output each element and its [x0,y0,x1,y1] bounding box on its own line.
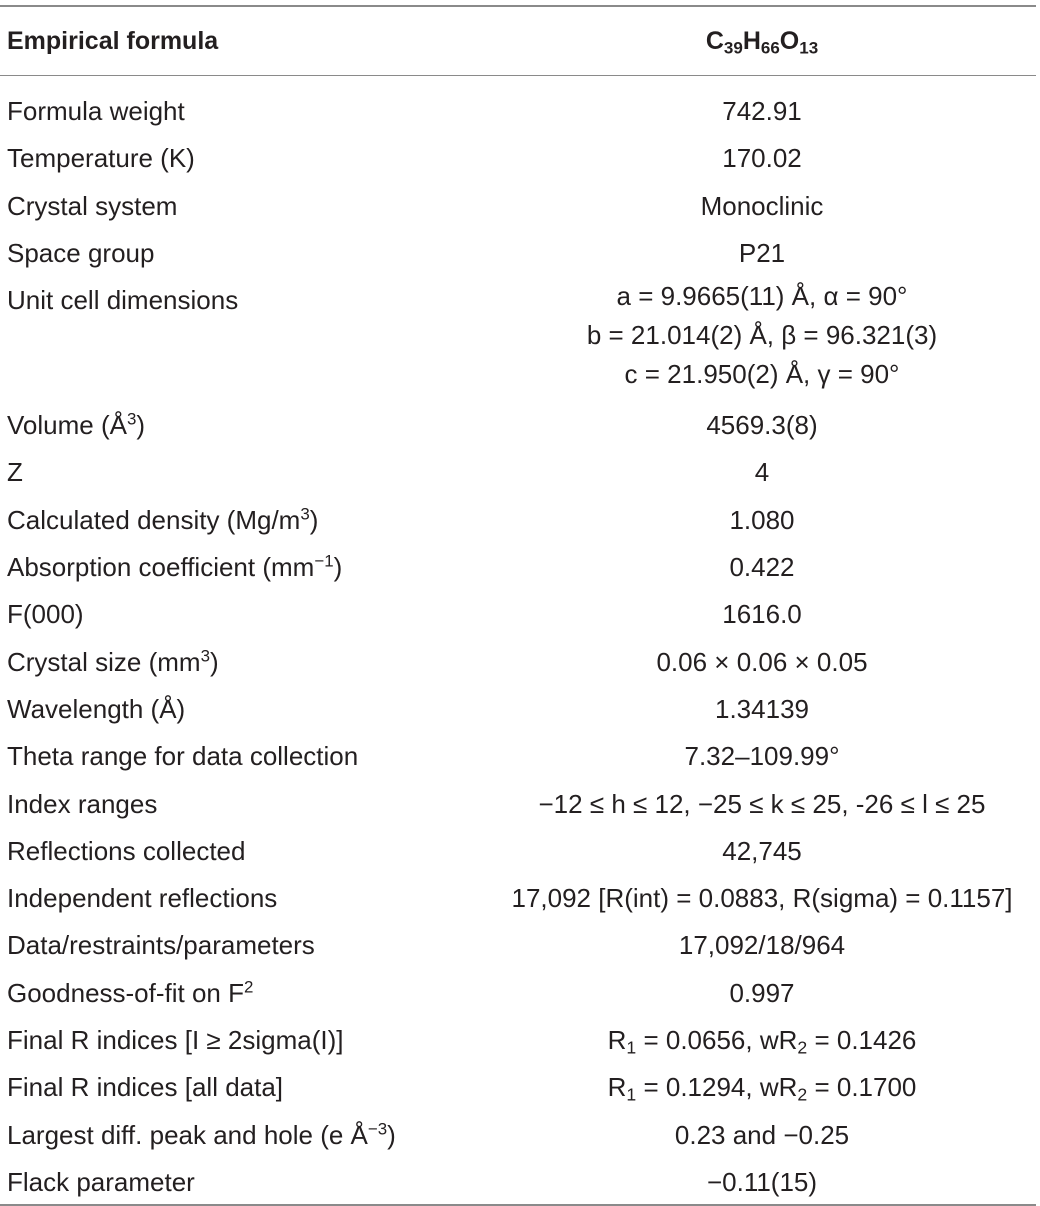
table-row: Unit cell dimensions a = 9.9665(11) Å, α… [0,277,1036,402]
table-row: Volume (Å3) 4569.3(8) [0,402,1036,449]
row-value: a = 9.9665(11) Å, α = 90° b = 21.014(2) … [470,277,1036,394]
row-value: 0.23 and −0.25 [674,1119,850,1150]
row-label: Goodness-of-fit on F2 [7,977,254,1008]
header-rule [0,75,1036,76]
table-row: Temperature (K) 170.02 [0,135,1036,182]
table-header: Empirical formula C39H66O13 [0,8,1036,74]
table-row: Index ranges −12 ≤ h ≤ 12, −25 ≤ k ≤ 25,… [0,781,1036,828]
unit-cell-a: a = 9.9665(11) Å, α = 90° [616,281,908,312]
row-label: Formula weight [7,96,185,126]
row-label: Temperature (K) [7,143,195,174]
row-label: Index ranges [7,788,158,819]
row-value: 7.32–109.99° [684,741,840,772]
row-value: 170.02 [722,143,802,174]
row-label: F(000) [7,599,84,630]
row-label: Space group [7,237,155,268]
row-value: 4569.3(8) [706,410,818,441]
row-label: Volume (Å3) [7,409,146,441]
row-value: 17,092 [R(int) = 0.0883, R(sigma) = 0.11… [511,883,1013,914]
row-label: Theta range for data collection [7,741,359,772]
row-label: Flack parameter [7,1166,195,1197]
table-row: Final R indices [all data] R1 = 0.1294, … [0,1064,1036,1111]
table-row: Final R indices [I ≥ 2sigma(I)] R1 = 0.0… [0,1017,1036,1064]
row-label: Final R indices [all data] [7,1072,284,1103]
table-row: Goodness-of-fit on F2 0.997 [0,970,1036,1017]
row-value: 0.422 [729,552,795,583]
row-value: 1616.0 [722,599,802,630]
table-row: Absorption coefficient (mm−1) 0.422 [0,544,1036,591]
row-value: 4 [754,457,770,488]
row-value: 42,745 [722,835,802,866]
row-label: Absorption coefficient (mm−1) [7,551,343,583]
row-label: Reflections collected [7,835,246,866]
row-label: Independent reflections [7,883,278,914]
row-label: Largest diff. peak and hole (e Å−3) [7,1119,396,1150]
row-label: Data/restraints/parameters [7,930,315,961]
row-value: 17,092/18/964 [678,930,846,961]
table-row: Flack parameter −0.11(15) [0,1159,1036,1206]
table-row: Independent reflections 17,092 [R(int) =… [0,875,1036,922]
bottom-rule [0,1204,1036,1206]
table-body: Formula weight 742.91 Temperature (K) 17… [0,88,1036,1206]
row-value: R1 = 0.0656, wR2 = 0.1426 [607,1025,917,1058]
row-value: R1 = 0.1294, wR2 = 0.1700 [607,1072,917,1105]
row-label: Crystal system [7,190,178,221]
table-row: Crystal size (mm3) 0.06 × 0.06 × 0.05 [0,639,1036,686]
table-row: F(000) 1616.0 [0,591,1036,638]
table-row: Calculated density (Mg/m3) 1.080 [0,497,1036,544]
row-label: Calculated density (Mg/m3) [7,504,319,535]
table-row: Formula weight 742.91 [0,88,1036,135]
table-row: Space group P21 [0,230,1036,277]
header-label: Empirical formula [7,26,219,55]
row-label: Crystal size (mm3) [7,646,219,677]
row-label: Z [7,457,23,488]
row-value: −0.11(15) [706,1166,818,1197]
row-value: 0.06 × 0.06 × 0.05 [656,646,868,677]
unit-cell-b: b = 21.014(2) Å, β = 96.321(3) [586,320,938,351]
row-value: 1.34139 [715,693,809,724]
row-value: P21 [738,237,786,268]
table-row: Largest diff. peak and hole (e Å−3) 0.23… [0,1112,1036,1159]
row-value: 742.91 [722,96,802,126]
row-value: −12 ≤ h ≤ 12, −25 ≤ k ≤ 25, -26 ≤ l ≤ 25 [538,788,986,819]
row-value: Monoclinic [700,190,824,221]
header-formula: C39H66O13 [705,26,819,57]
top-rule [0,5,1036,7]
row-value: 0.997 [729,977,795,1008]
table-row: Theta range for data collection 7.32–109… [0,733,1036,780]
row-label: Final R indices [I ≥ 2sigma(I)] [7,1025,344,1056]
row-label: Unit cell dimensions [7,285,239,316]
table-row: Data/restraints/parameters 17,092/18/964 [0,922,1036,969]
row-label: Wavelength (Å) [7,693,186,724]
row-value: 1.080 [729,504,795,535]
table-row: Reflections collected 42,745 [0,828,1036,875]
table-row: Crystal system Monoclinic [0,183,1036,230]
table-row: Wavelength (Å) 1.34139 [0,686,1036,733]
unit-cell-c: c = 21.950(2) Å, γ = 90° [624,359,900,390]
table-row: Z 4 [0,449,1036,496]
